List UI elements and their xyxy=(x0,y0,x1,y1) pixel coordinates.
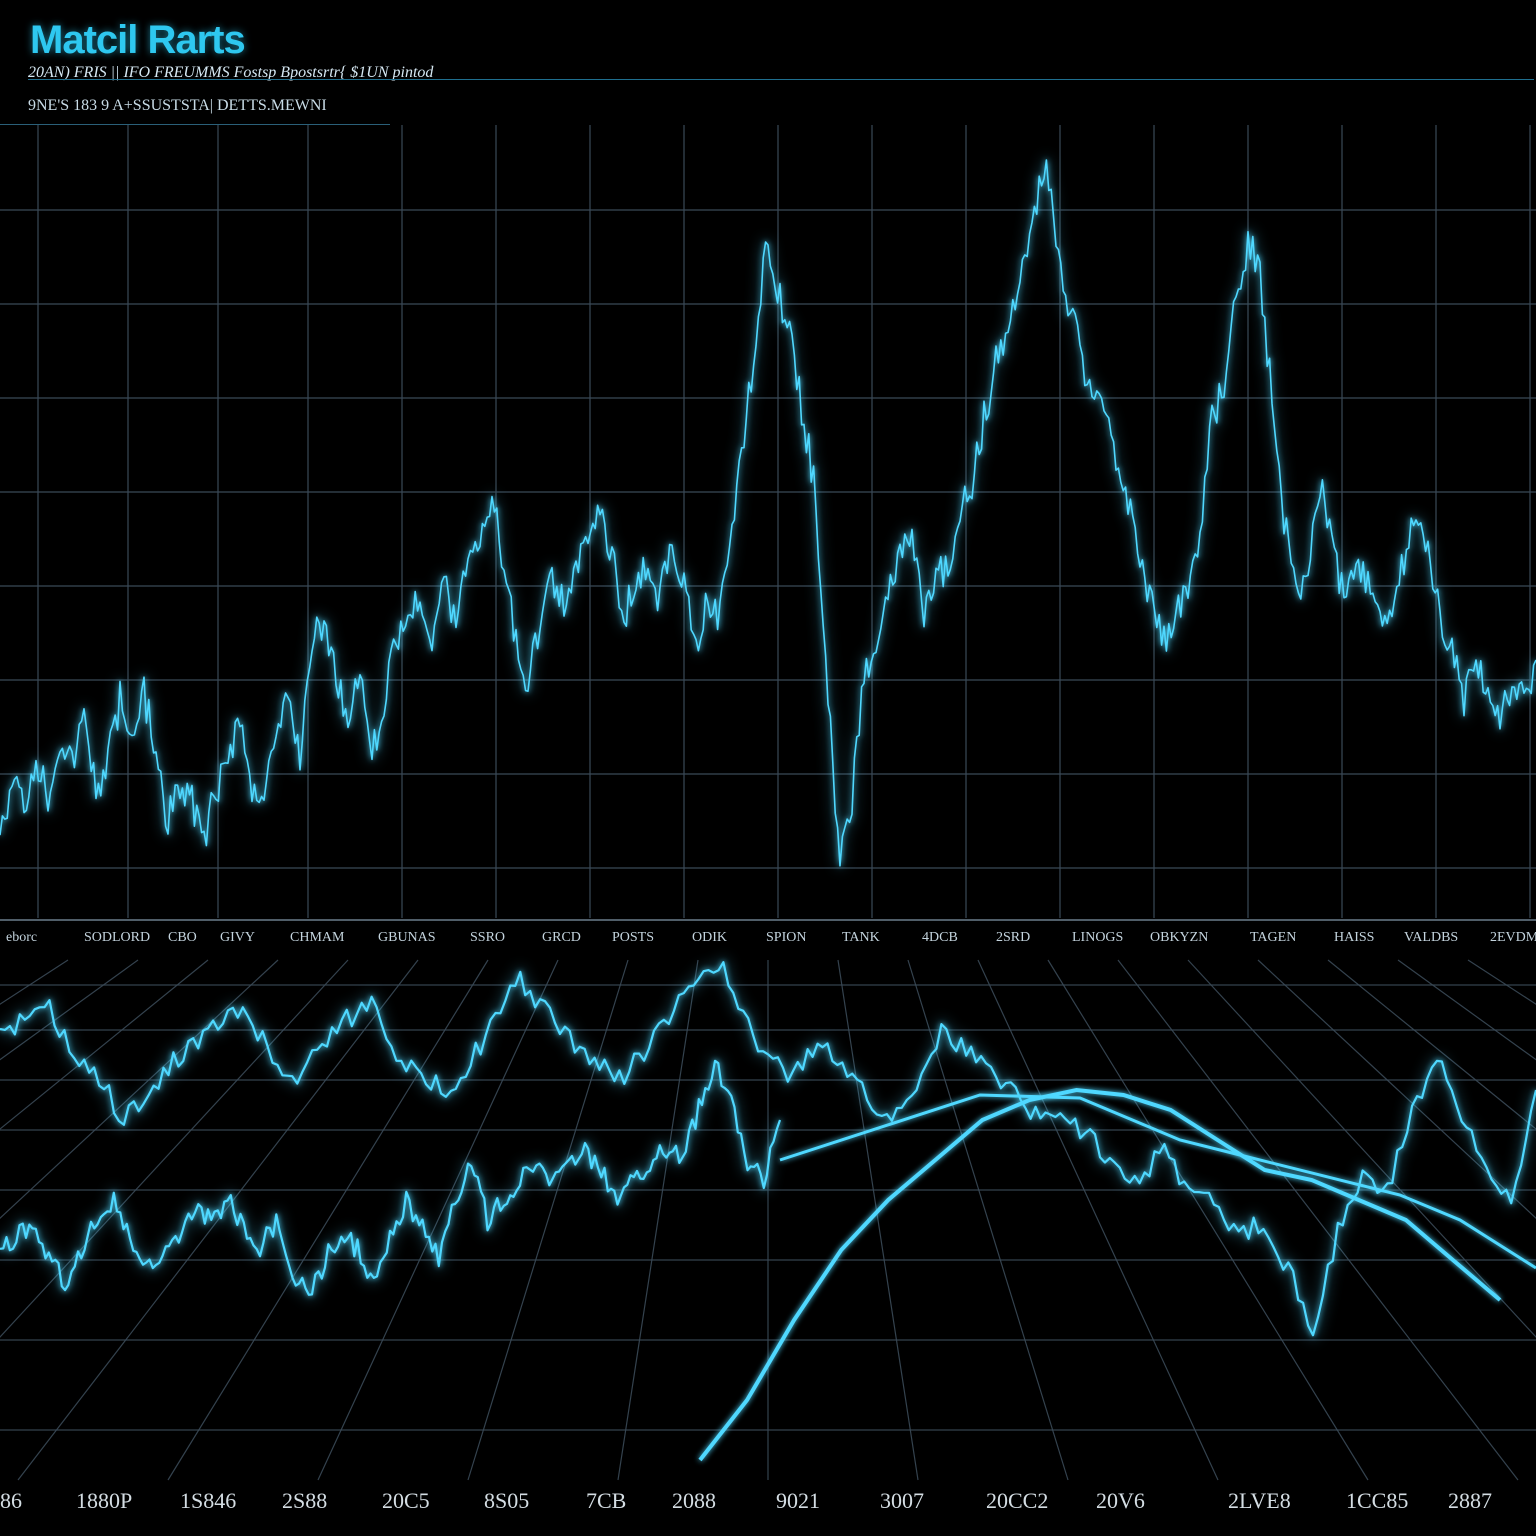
x-tick-label: SPION xyxy=(766,930,807,945)
x-tick-label: CHMAM xyxy=(290,930,345,945)
x-tick-label: SODLORD xyxy=(84,930,151,945)
x-tick-label: 1880P xyxy=(76,1488,133,1513)
x-tick-label: GBUNAS xyxy=(378,930,436,945)
title-rule xyxy=(28,79,1534,80)
x-tick-label: CBO xyxy=(168,930,197,945)
bottom-grid-vline xyxy=(1257,959,1536,1219)
bottom-grid-vline xyxy=(1467,959,1536,1005)
bottom-series-line-1 xyxy=(0,961,1536,1337)
bottom-grid-vline xyxy=(977,959,1219,1481)
x-tick-label: 20C5 xyxy=(382,1488,430,1513)
x-tick-label: GIVY xyxy=(220,930,255,945)
bottom-grid-vline xyxy=(1047,959,1369,1481)
chart-subtitle-secondary: 9NE'S 183 9 A+SSUSTSTA| DETTS.MEWNI xyxy=(28,97,327,114)
x-tick-label: 2SRD xyxy=(996,930,1031,945)
x-tick-label: TANK xyxy=(842,930,880,945)
x-tick-label: 9021 xyxy=(776,1488,820,1513)
bottom-panel-grid xyxy=(0,959,1536,1481)
chart-subtitle: 20AN) FRIS || IFO FREUMMS Fostsp Bpostsr… xyxy=(28,64,434,81)
top-series-line xyxy=(0,159,1536,867)
bottom-grid-vline xyxy=(317,959,559,1481)
bottom-grid-vline xyxy=(1117,959,1519,1481)
x-tick-label: 1CC85 xyxy=(1346,1488,1409,1513)
x-tick-label: 2EVDM xyxy=(1490,930,1536,945)
bottom-grid-vline xyxy=(617,959,699,1481)
subtitle-rule xyxy=(0,124,390,125)
bottom-grid-vline xyxy=(1327,959,1536,1130)
x-tick-label: 86 xyxy=(0,1488,22,1513)
x-tick-label: 20CC2 xyxy=(986,1488,1049,1513)
x-tick-label: GRCD xyxy=(542,930,581,945)
x-tick-label: 2LVE8 xyxy=(1228,1488,1291,1513)
chart-title: Matcil Rarts xyxy=(30,18,246,62)
x-tick-label: 20V6 xyxy=(1096,1488,1145,1513)
bottom-grid-vline xyxy=(0,959,139,1061)
bottom-grid-vline xyxy=(467,959,629,1481)
bottom-series-line-2 xyxy=(0,1059,782,1296)
bottom-grid-vline xyxy=(167,959,489,1481)
bottom-trend-line xyxy=(698,1087,1502,1462)
x-tick-label: VALDBS xyxy=(1404,930,1459,945)
bottom-trend-line-2 xyxy=(779,1093,1536,1270)
top-series-line-halo xyxy=(0,156,1536,869)
x-tick-label: POSTS xyxy=(612,930,655,945)
x-tick-label: HAISS xyxy=(1334,930,1375,945)
x-tick-label: 3007 xyxy=(880,1488,924,1513)
x-tick-label: eborc xyxy=(6,930,38,945)
bottom-grid-vline xyxy=(0,959,209,1130)
bottom-grid-vline xyxy=(0,959,349,1338)
x-tick-label: LINOGS xyxy=(1072,930,1124,945)
x-tick-label: SSRO xyxy=(470,930,506,945)
x-tick-label: 4DCB xyxy=(922,930,958,945)
series-layer xyxy=(0,156,1536,1462)
x-tick-label: ODIK xyxy=(692,930,727,945)
bottom-grid-vline xyxy=(907,959,1069,1481)
x-tick-label: 2887 xyxy=(1448,1488,1492,1513)
bottom-grid-vline xyxy=(1187,959,1536,1338)
x-tick-label: 8S05 xyxy=(484,1488,530,1513)
x-tick-label: 1S846 xyxy=(180,1488,237,1513)
x-tick-label: 2S88 xyxy=(282,1488,328,1513)
x-tick-label: 7CB xyxy=(586,1488,627,1513)
bottom-grid-vline xyxy=(837,959,919,1481)
x-tick-label: TAGEN xyxy=(1250,930,1297,945)
bottom-grid-vline xyxy=(1397,959,1536,1061)
x-tick-label: 2088 xyxy=(672,1488,716,1513)
x-tick-label: OBKYZN xyxy=(1150,930,1209,945)
